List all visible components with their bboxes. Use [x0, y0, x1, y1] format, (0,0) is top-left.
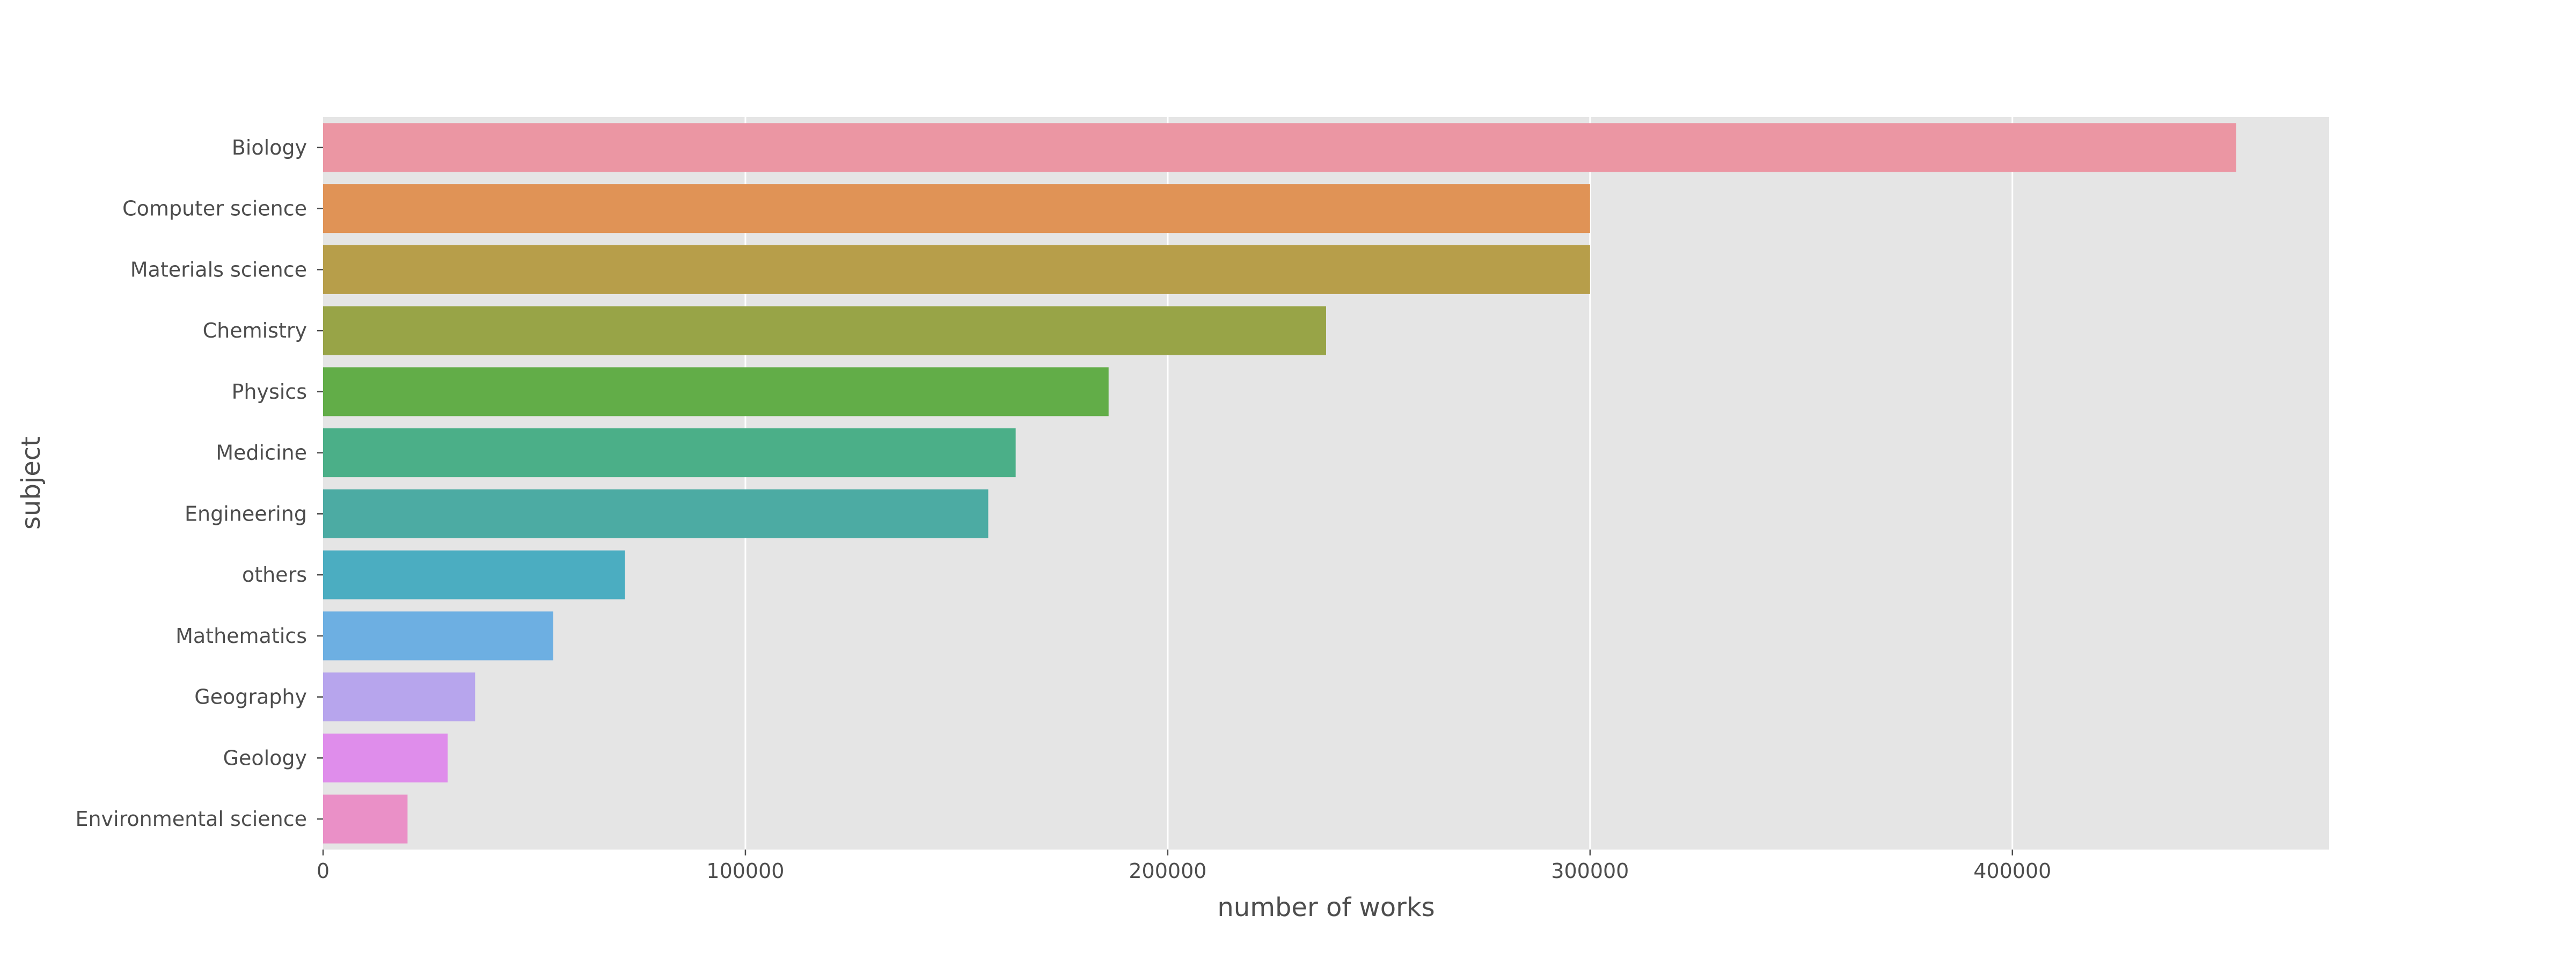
y-tick-label: Environmental science	[75, 807, 307, 831]
x-tick-label: 100000	[706, 859, 784, 883]
x-axis-label: number of works	[1217, 892, 1435, 923]
x-tick-label: 0	[317, 859, 330, 883]
bar	[323, 306, 1326, 355]
y-tick-label: Engineering	[185, 502, 307, 525]
gridlines	[744, 117, 2014, 850]
y-tick-label: Materials science	[130, 258, 307, 281]
bar	[323, 184, 1590, 233]
bar	[323, 794, 408, 844]
x-tick-label: 300000	[1551, 859, 1629, 883]
bars	[323, 123, 2236, 844]
bar	[323, 489, 989, 538]
x-tick-label: 200000	[1129, 859, 1206, 883]
bar	[323, 123, 2236, 172]
y-tick-label: Medicine	[216, 441, 307, 465]
bar	[323, 733, 448, 782]
x-tick-label: 400000	[1973, 859, 2051, 883]
y-tick-label: Geology	[223, 746, 308, 770]
bar	[323, 550, 625, 599]
y-tick-label: Mathematics	[175, 624, 307, 648]
y-axis-label: subject	[16, 436, 46, 530]
y-tick-label: others	[242, 563, 307, 587]
y-tick-label: Physics	[231, 380, 307, 404]
bar	[323, 367, 1109, 416]
x-axis-ticks: 0 100000 200000 300000 400000	[317, 850, 2051, 883]
bar	[323, 672, 475, 722]
y-tick-label: Geography	[194, 685, 307, 709]
y-tick-label: Biology	[232, 136, 307, 159]
y-axis-ticks: Biology Computer science Materials science…	[75, 136, 323, 831]
bar	[323, 611, 553, 661]
plot-background	[323, 117, 2329, 850]
y-tick-label: Chemistry	[203, 319, 307, 342]
y-tick-label: Computer science	[122, 197, 307, 221]
bar	[323, 245, 1590, 294]
bar	[323, 428, 1016, 478]
